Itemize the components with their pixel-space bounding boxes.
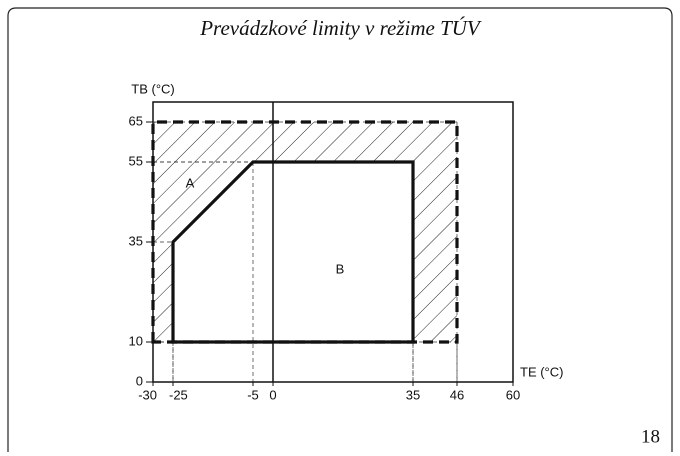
chart-title: Prevádzkové limity v režime TÚV <box>199 16 482 40</box>
x-tick-label: 35 <box>406 387 420 402</box>
page-number: 18 <box>641 426 660 447</box>
x-tick-label: -25 <box>169 387 188 402</box>
y-tick-label: 65 <box>129 113 143 128</box>
y-tick-label: 55 <box>129 153 143 168</box>
x-axis-label: TE (°C) <box>520 364 563 379</box>
x-tick-label: 0 <box>269 387 276 402</box>
x-tick-label: 60 <box>506 387 520 402</box>
y-tick-label: 10 <box>129 333 143 348</box>
y-tick-label: 35 <box>129 233 143 248</box>
x-tick-label: -5 <box>247 387 259 402</box>
x-tick-label: -30 <box>138 387 157 402</box>
region-label: A <box>186 175 195 190</box>
x-tick-label: 46 <box>450 387 464 402</box>
y-tick-label: 0 <box>136 373 143 388</box>
frame <box>7 7 673 452</box>
y-axis-label: TB (°C) <box>131 81 174 96</box>
region-outline <box>171 160 415 344</box>
region-label: B <box>336 261 345 276</box>
region-fill <box>173 162 413 342</box>
